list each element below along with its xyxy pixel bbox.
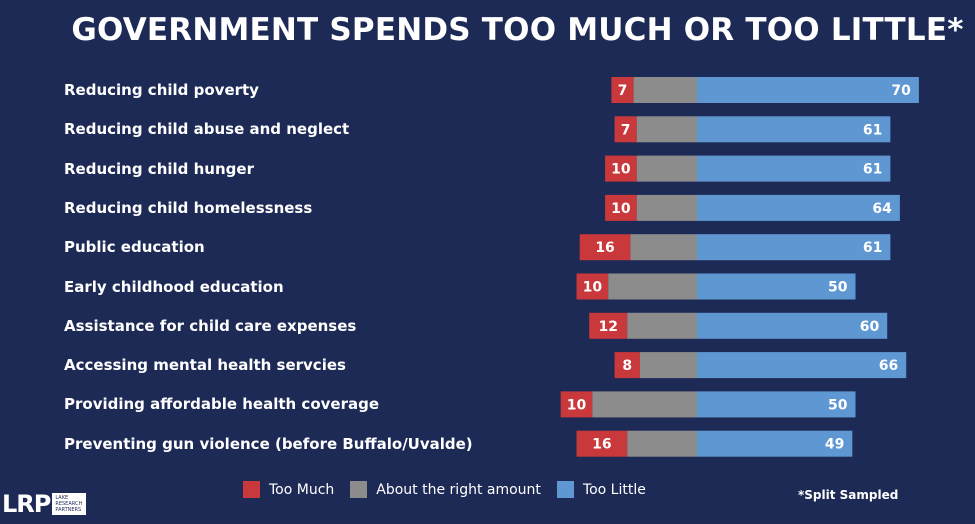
bar-right-amount [608,273,697,300]
category-label: Reducing child homelessness [64,198,313,217]
data-label: 10 [611,162,631,178]
data-label: 50 [828,397,848,413]
bar-right-amount [627,430,697,457]
bar-too-little [697,391,856,418]
data-label: 7 [621,122,631,138]
bar-right-amount [627,312,697,339]
data-label: 12 [598,319,617,335]
data-label: 61 [863,162,882,178]
bar-too-much [605,194,637,221]
bar-too-little [697,194,900,221]
legend-item: Too Little [556,481,646,498]
data-label: 61 [863,122,882,138]
bar-too-little [697,116,891,143]
bar-right-amount [592,391,697,418]
category-label: Reducing child hunger [64,159,254,178]
bar-too-much [611,77,634,103]
category-label: Accessing mental health servcies [64,356,346,375]
bar-too-little [697,155,891,182]
bar-too-much [576,430,628,457]
category-label: Preventing gun violence (before Buffalo/… [64,434,473,453]
data-label: 16 [592,437,611,453]
legend-item: About the right amount [350,481,541,498]
bar-right-amount [630,234,697,261]
bar-too-much [614,116,637,143]
category-label: Early childhood education [64,277,284,296]
bar-right-amount [636,155,697,182]
bar-right-amount [639,352,697,379]
bar-right-amount [636,194,697,221]
bar-too-much [579,234,631,261]
bar-too-little [697,312,888,339]
bar-right-amount [633,77,697,103]
category-label: Reducing child poverty [64,81,259,99]
bar-too-much [589,312,628,339]
bar-too-little [697,273,856,300]
data-label: 64 [872,201,892,217]
chart-title: GOVERNMENT SPENDS TOO MUCH OR TOO LITTLE… [71,12,964,48]
data-label: 10 [611,201,631,217]
data-label: 49 [825,437,844,453]
legend-swatch [556,481,574,498]
data-label: 7 [618,83,628,99]
logo-subtitle: LAKE RESEARCH PARTNERS [52,493,87,515]
data-label: 10 [567,397,587,413]
bar-too-little [697,234,891,261]
data-label: 66 [879,358,898,374]
data-label: 60 [860,319,880,335]
data-label: 10 [583,280,603,296]
bar-too-much [560,391,593,418]
lrp-logo: LRP LAKE RESEARCH PARTNERS [2,490,87,518]
bar-right-amount [636,116,697,143]
legend: Too Much About the right amount Too Little [243,481,662,498]
data-label: 50 [828,280,848,296]
category-label: Providing affordable health coverage [64,395,380,414]
legend-label: Too Little [582,481,646,498]
data-label: 8 [622,358,632,374]
bar-too-much [576,273,609,300]
category-label: Assistance for child care expenses [64,316,357,335]
bar-too-little [697,430,853,457]
legend-swatch [350,481,368,498]
logo-mark: LRP [2,490,51,518]
legend-label: About the right amount [376,481,541,498]
bar-too-much [614,352,640,379]
bar-too-little [697,77,919,103]
bar-too-much [605,155,637,182]
legend-item: Too Much [243,481,334,498]
legend-label: Too Much [269,481,335,498]
footnote: *Split Sampled [798,488,899,502]
data-label: 16 [595,240,614,256]
category-label: Public education [64,238,205,257]
legend-swatch [243,481,260,498]
data-label: 61 [863,240,882,256]
bar-too-little [697,352,907,379]
category-label: Reducing child abuse and neglect [64,120,350,139]
data-label: 70 [891,83,911,99]
